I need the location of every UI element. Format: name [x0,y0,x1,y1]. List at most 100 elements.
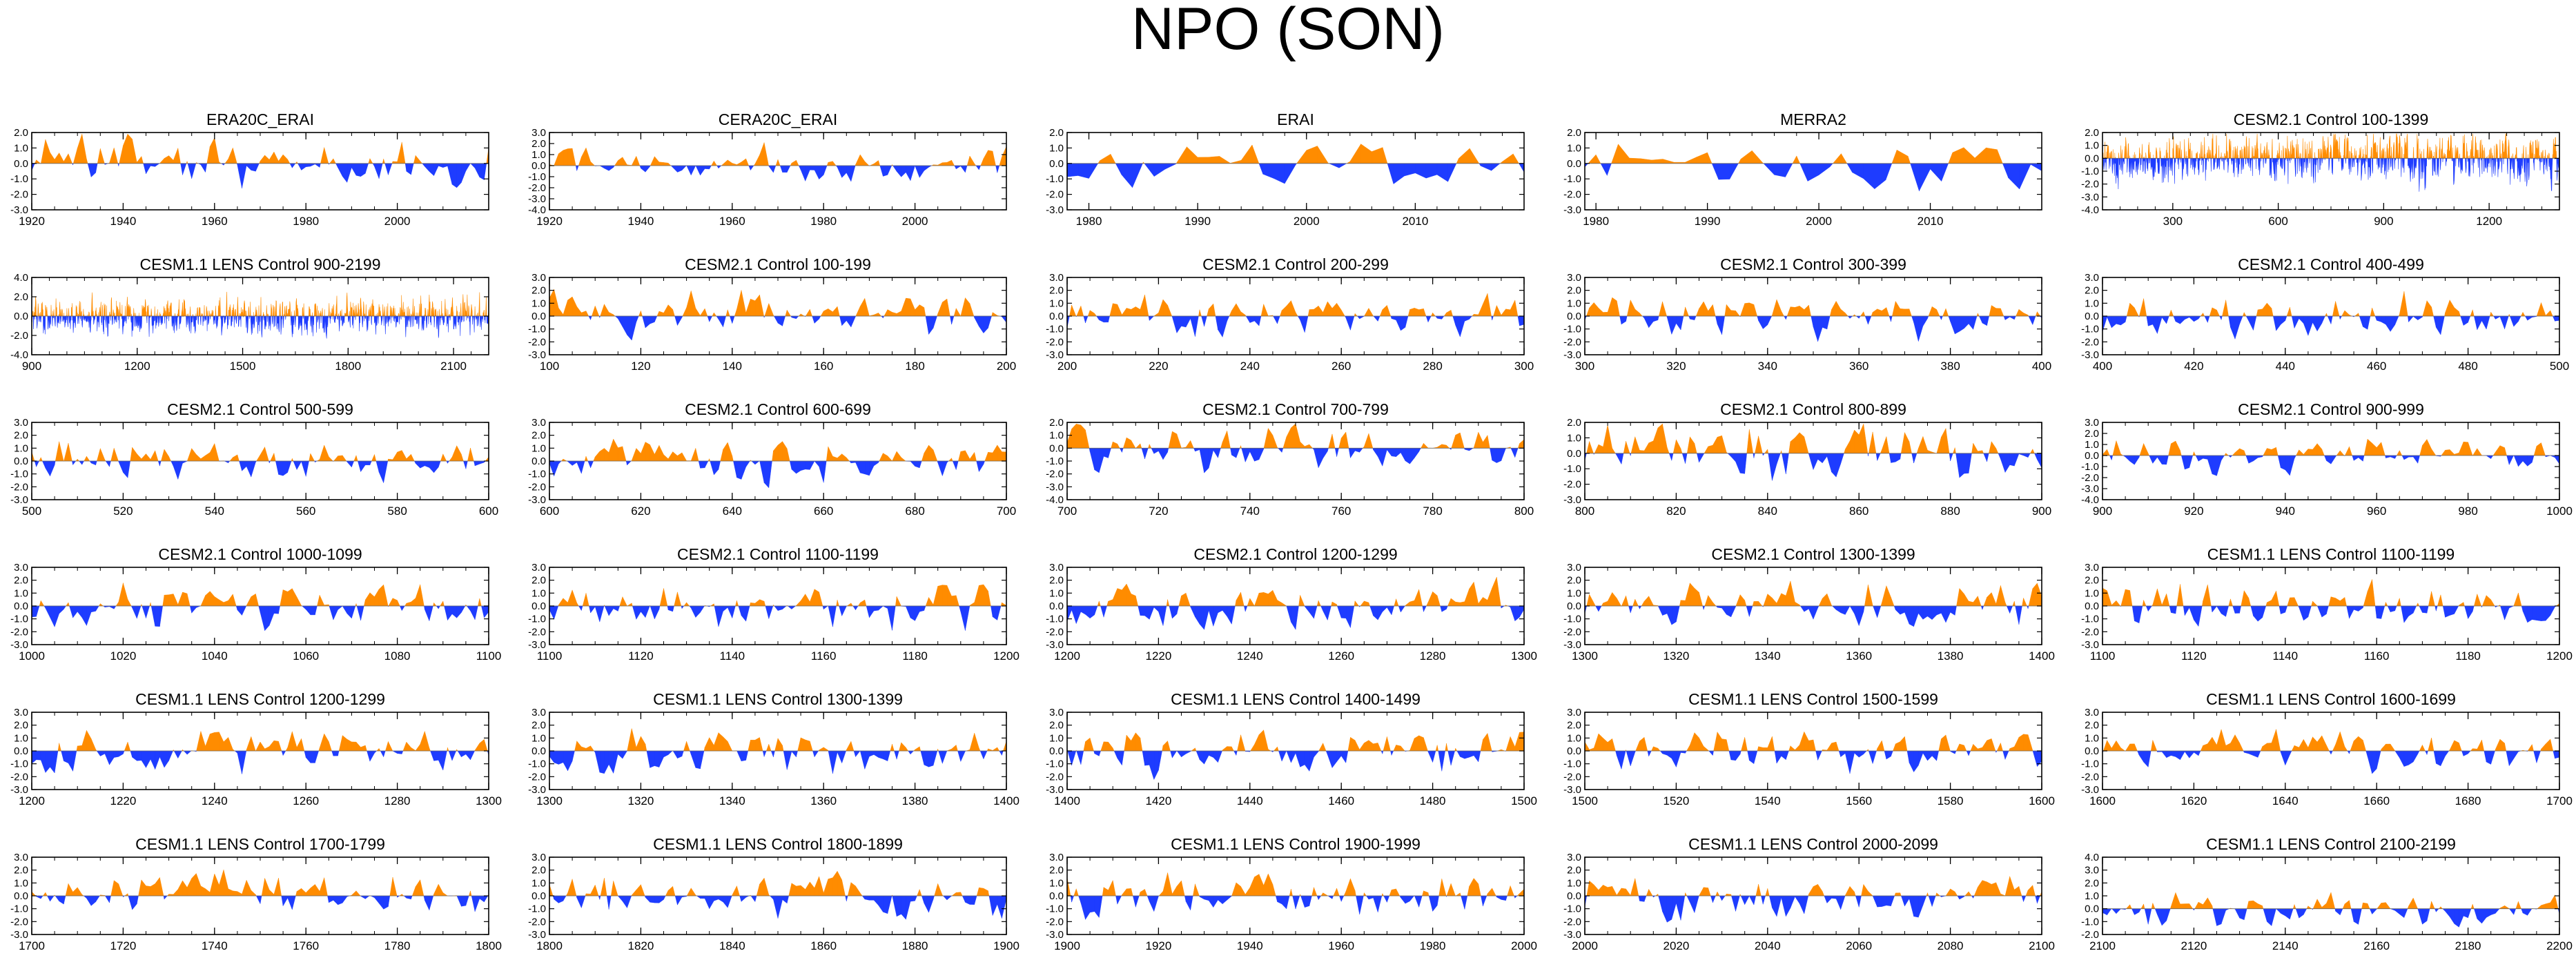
positive-anomaly-area [31,291,489,317]
y-tick-label: 3.0 [531,707,546,718]
x-tick-label: 1300 [1572,649,1598,663]
negative-anomaly-area [31,750,489,774]
y-tick-label: 0.0 [1049,600,1064,612]
x-tick-label: 1700 [19,939,45,952]
x-tick-label: 140 [723,360,742,373]
x-tick-label: 1240 [1237,649,1263,663]
x-tick-label: 2000 [1511,939,1537,952]
x-tick-label: 1320 [627,794,654,808]
negative-anomaly-area [575,165,1000,182]
x-tick-label: 500 [22,505,41,518]
x-tick-label: 1200 [19,794,45,808]
y-tick-label: -3.0 [528,639,546,651]
y-tick-label: -1.0 [1046,324,1064,335]
x-tick-label: 1260 [293,794,319,808]
y-tick-label: -3.0 [528,929,546,941]
negative-anomaly-area [31,605,489,632]
chart-panel: CESM1.1 LENS Control 1100-1199 3.02.01.00… [2081,545,2573,663]
x-tick-label: 780 [1423,505,1442,518]
x-tick-label: 160 [814,360,833,373]
y-tick-label: 1.0 [14,442,28,454]
x-tick-label: 1980 [810,215,837,228]
y-tick-label: -2.0 [528,626,546,638]
chart-panel: CESM2.1 Control 1100-1199 3.02.01.00.0 -1.… [528,545,1019,663]
panel-title: CESM2.1 Control 100-1399 [2234,110,2429,128]
x-tick-label: 260 [1331,360,1351,373]
x-tick-label: 1200 [993,649,1019,663]
y-tick-label: -1.0 [10,173,28,185]
y-tick-label: -1.0 [2081,324,2099,335]
x-tick-label: 400 [2093,360,2112,373]
x-tick-label: 1660 [2363,794,2390,808]
y-tick-label: 2.0 [1049,865,1064,877]
x-tick-label: 1200 [1054,649,1080,663]
y-tick-label: 0.0 [1049,311,1064,322]
negative-anomaly-area [2102,750,2560,774]
y-tick-label: 2.0 [1567,575,1581,587]
y-tick-label: -1.0 [10,758,28,770]
y-tick-label: 0.0 [531,745,546,757]
positive-anomaly-area [2126,291,2553,317]
negative-anomaly-area [31,315,489,339]
negative-anomaly-area [588,315,1007,341]
panel-title: ERA20C_ERAI [206,110,314,128]
x-tick-label: 1800 [536,939,563,952]
y-tick-label: -1.0 [1563,173,1581,185]
y-tick-label: 0.0 [2085,153,2099,164]
negative-anomaly-area [2102,315,2560,340]
x-tick-label: 1200 [124,360,150,373]
x-tick-label: 220 [1149,360,1168,373]
y-tick-label: 0.0 [14,158,28,170]
y-tick-label: 1.0 [1567,877,1581,889]
panel-title: CESM2.1 Control 1300-1399 [1711,545,1915,563]
x-tick-label: 1000 [19,649,45,663]
y-tick-label: -1.0 [1563,903,1581,915]
x-tick-label: 1900 [993,939,1019,952]
y-tick-label: 3.0 [1567,562,1581,574]
x-tick-label: 600 [2268,215,2287,228]
y-tick-label: -3.0 [10,494,28,506]
y-tick-label: 0.0 [14,890,28,902]
x-tick-label: 300 [2163,215,2183,228]
chart-panel: CESM2.1 Control 300-3993.02.01.00.0-1.0-… [1563,255,2051,373]
x-tick-label: 1240 [202,794,228,808]
y-tick-label: 0.0 [531,890,546,902]
y-tick-label: 1.0 [531,149,546,161]
panel-title: CESM1.1 LENS Control 1700-1799 [135,835,385,853]
y-tick-label: 1.0 [1567,587,1581,599]
y-tick-label: 3.0 [1567,272,1581,284]
chart-panel: CESM1.1 LENS Control 1500-1599 3.0 2.01.00… [1563,690,2055,808]
x-tick-label: 2000 [384,215,411,228]
y-tick-label: -2.0 [2081,771,2099,783]
x-tick-label: 2020 [1663,939,1689,952]
y-tick-label: -3.0 [1563,929,1581,941]
y-tick-label: 2.0 [1567,720,1581,732]
negative-anomaly-area [1584,163,2042,191]
x-tick-label: 1940 [1237,939,1263,952]
positive-anomaly-area [2102,729,2554,752]
positive-anomaly-area [57,730,488,752]
x-tick-label: 300 [1514,360,1534,373]
x-tick-label: 1900 [1054,939,1080,952]
x-tick-label: 800 [1575,505,1594,518]
x-tick-label: 2160 [2363,939,2390,952]
x-tick-label: 600 [479,505,498,518]
y-tick-label: 1.0 [2085,140,2099,152]
y-tick-label: -1.0 [528,171,546,183]
chart-panel: CESM2.1 Control 1200-1299 3.02.01.00.0 -1.… [1046,545,1537,663]
x-tick-label: 1960 [1328,939,1354,952]
y-tick-label: 3.0 [531,272,546,284]
y-tick-label: -2.0 [528,916,546,928]
y-tick-label: 1.0 [14,587,28,599]
y-tick-label: 1.0 [2085,587,2099,599]
y-tick-label: -1.0 [1563,614,1581,625]
y-tick-label: 2.0 [2085,428,2099,440]
x-tick-label: 1380 [902,794,928,808]
x-tick-label: 200 [1057,360,1077,373]
x-tick-label: 2000 [1806,215,1832,228]
negative-anomaly-area [549,605,1002,631]
x-tick-label: 360 [1849,360,1868,373]
x-tick-label: 1400 [1054,794,1080,808]
panel-title: CESM2.1 Control 300-399 [1720,255,1906,273]
x-tick-label: 840 [1758,505,1777,518]
